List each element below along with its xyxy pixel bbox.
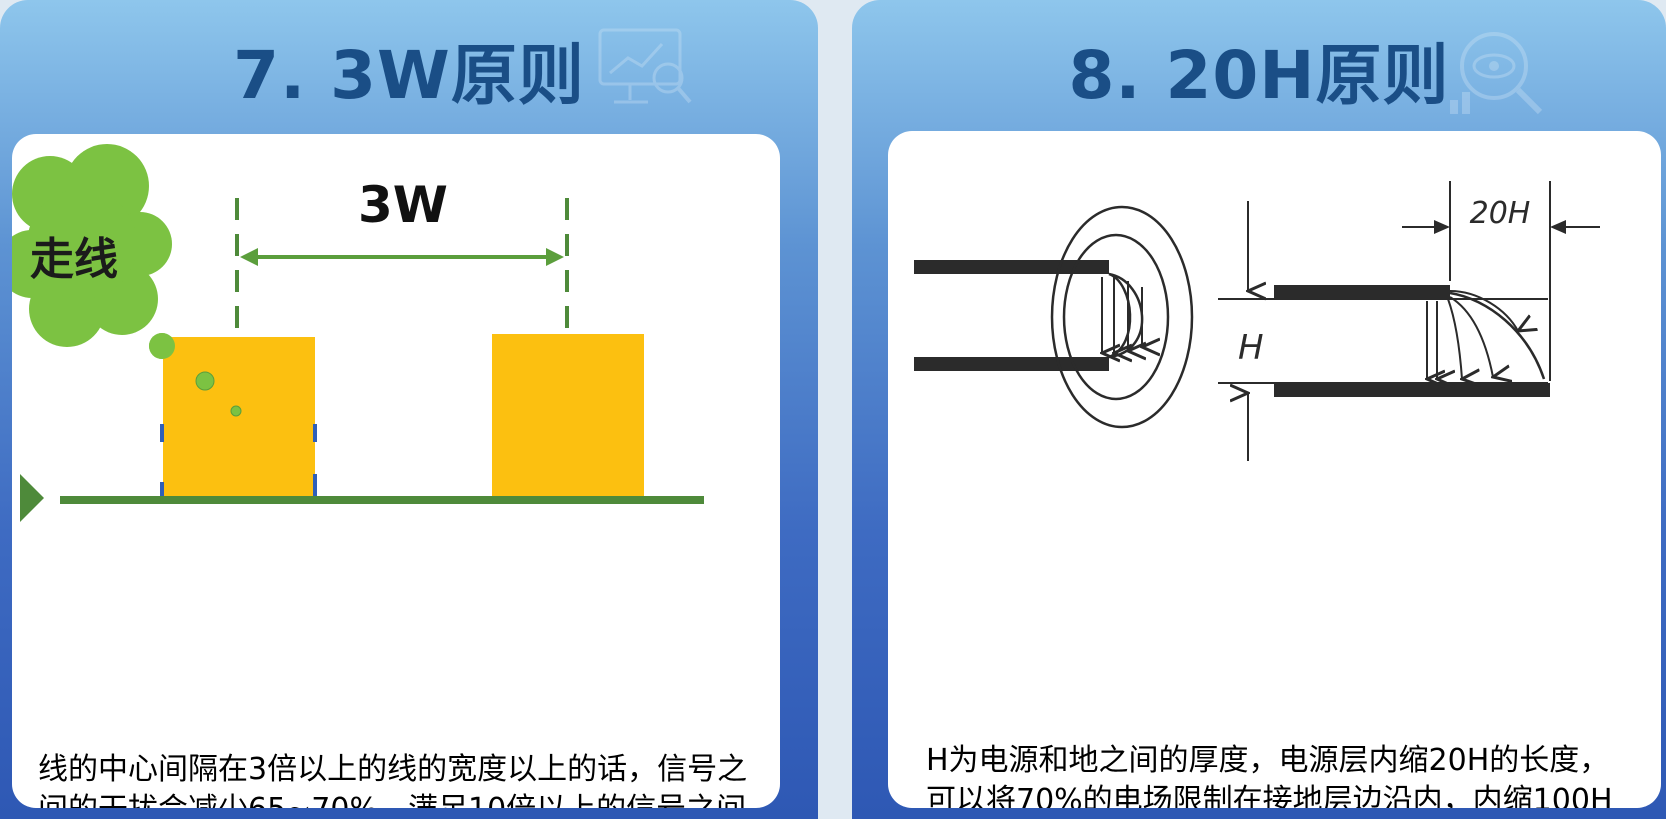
- cloud-label: 走线: [30, 234, 118, 285]
- 20h-diagram: H 20H: [914, 181, 1600, 461]
- 3w-diagram: 走线 3W: [12, 144, 704, 522]
- page-title: 7. 3W原则: [233, 37, 585, 114]
- trace-block-2: [492, 334, 644, 503]
- dimension-label: 3W: [358, 176, 448, 234]
- 20h-setback-diagram: H 20H: [1218, 181, 1600, 461]
- caption-3w: 线的中心间隔在3倍以上的线的宽度以上的话，信号之间的干扰会减少65~70%，满足…: [38, 752, 748, 808]
- card-20h-diagram: H 20H H为电源和地之间的厚度，电源层内缩20H的长度，可以将70%的电场限…: [888, 131, 1661, 808]
- panel-3w-rule: 7. 3W原则 走线: [0, 0, 818, 819]
- panel-20h-rule: 8. 20H原则: [852, 0, 1666, 819]
- caption-20h: H为电源和地之间的厚度，电源层内缩20H的长度，可以将70%的电场限制在接地层边…: [926, 743, 1613, 808]
- magnifier-eye-icon: [1450, 32, 1543, 115]
- ground-arrow-icon: [20, 474, 44, 522]
- edge-field-diagram: [914, 205, 1194, 429]
- dimension-label: 20H: [1470, 196, 1531, 231]
- monitor-chart-icon: [598, 28, 692, 104]
- trace-block-1: [163, 337, 315, 503]
- card-3w-diagram: 走线 3W 线的中心间隔在3倍以上的线的宽度以上的话: [12, 134, 780, 808]
- page-title: 8. 20H原则: [1068, 37, 1450, 114]
- height-label: H: [1238, 328, 1264, 368]
